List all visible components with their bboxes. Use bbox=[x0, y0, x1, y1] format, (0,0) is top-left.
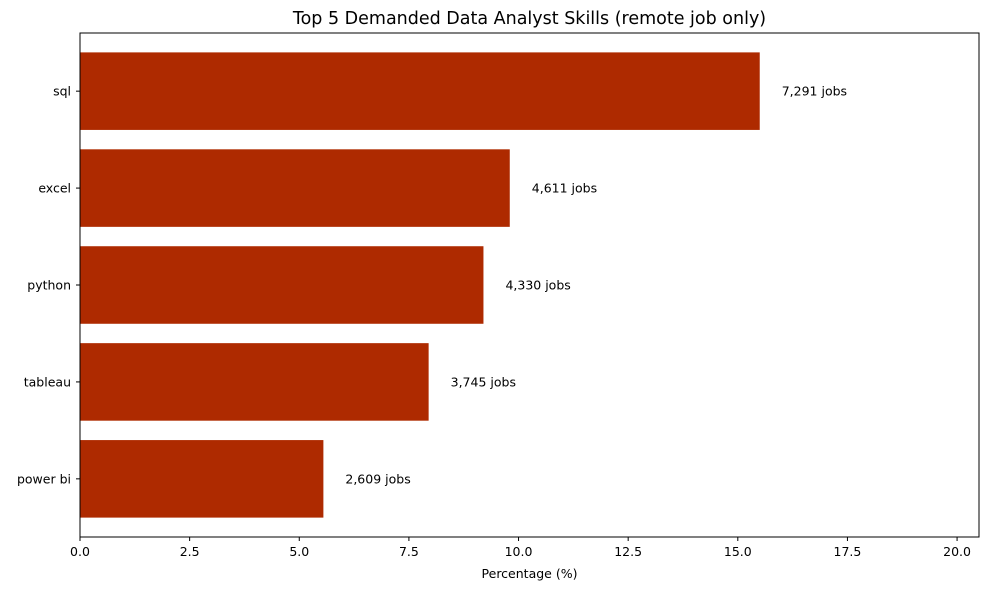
x-tick-label: 2.5 bbox=[180, 544, 200, 559]
chart-title: Top 5 Demanded Data Analyst Skills (remo… bbox=[292, 9, 766, 29]
x-tick-label: 17.5 bbox=[834, 544, 862, 559]
x-tick-label: 20.0 bbox=[943, 544, 971, 559]
x-tick-label: 15.0 bbox=[724, 544, 752, 559]
data-label-power-bi: 2,609 jobs bbox=[345, 471, 410, 486]
x-axis-ticks: 0.0 2.5 5.0 7.5 10.0 12.5 15.0 17.5 20.0 bbox=[70, 537, 971, 559]
y-axis-ticks: sql excel python tableau power bi bbox=[17, 84, 80, 486]
x-tick-label: 5.0 bbox=[289, 544, 309, 559]
bar-excel bbox=[80, 149, 510, 227]
data-label-tableau: 3,745 jobs bbox=[451, 374, 516, 389]
y-tick-label: sql bbox=[53, 84, 71, 99]
x-tick-label: 0.0 bbox=[70, 544, 90, 559]
data-label-excel: 4,611 jobs bbox=[532, 181, 597, 196]
plot-frame bbox=[79, 32, 980, 538]
x-tick-label: 10.0 bbox=[505, 544, 533, 559]
data-label-sql: 7,291 jobs bbox=[782, 84, 847, 99]
bar-power-bi bbox=[80, 440, 324, 518]
y-tick-label: power bi bbox=[17, 471, 71, 486]
bar-tableau bbox=[80, 343, 429, 421]
y-tick-label: excel bbox=[38, 181, 71, 196]
bar-sql bbox=[80, 52, 760, 130]
x-axis-title: Percentage (%) bbox=[482, 566, 578, 581]
bar-python bbox=[80, 246, 484, 324]
x-tick-label: 12.5 bbox=[614, 544, 642, 559]
bars bbox=[80, 52, 760, 518]
y-tick-label: tableau bbox=[24, 374, 71, 389]
data-label-python: 4,330 jobs bbox=[505, 278, 570, 293]
x-tick-label: 7.5 bbox=[399, 544, 419, 559]
data-labels: 7,291 jobs 4,611 jobs 4,330 jobs 3,745 jobs… bbox=[345, 84, 847, 487]
y-tick-label: python bbox=[27, 278, 71, 293]
